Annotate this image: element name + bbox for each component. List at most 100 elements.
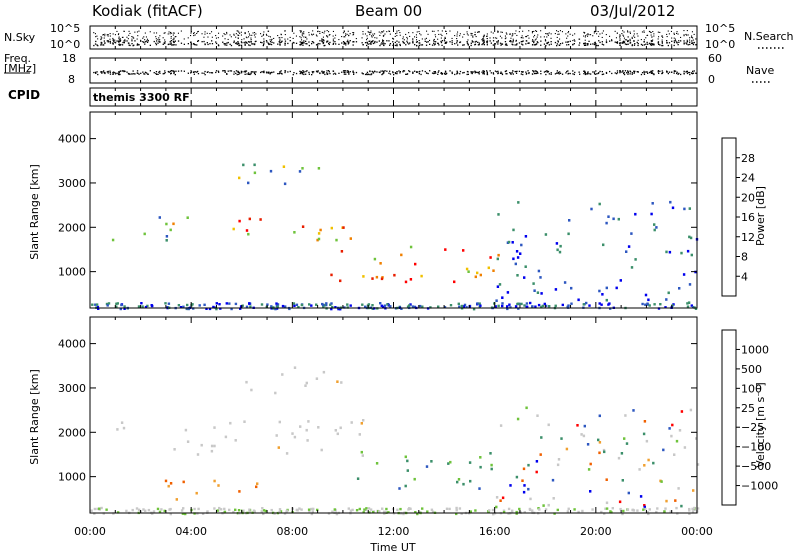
freq-point — [300, 71, 303, 73]
noise-search-point — [520, 37, 522, 39]
echo-cell — [527, 487, 530, 491]
noise-sky-point — [172, 44, 174, 46]
noise-search-point — [683, 34, 685, 36]
noise-sky-point — [506, 44, 508, 46]
freq-point — [526, 72, 528, 75]
freq-point — [207, 71, 209, 73]
freq-point — [588, 73, 590, 75]
noise-search-point — [134, 31, 136, 33]
echo-cell — [495, 505, 498, 509]
freq-point — [627, 71, 629, 73]
noise-sky-point — [215, 41, 217, 43]
near-range-cell — [663, 510, 666, 513]
noise-sky-point — [295, 42, 298, 44]
noise-search-point — [536, 36, 538, 38]
freq-point — [226, 73, 228, 75]
noise-search-point — [206, 32, 208, 34]
noise-sky-point — [347, 43, 349, 45]
noise-search-point — [418, 40, 420, 42]
near-range-cell — [96, 507, 99, 511]
freq-point — [593, 72, 596, 75]
noise-sky-point — [155, 42, 157, 44]
noise-search-point — [516, 34, 518, 36]
echo-cell — [653, 223, 656, 226]
noise-sky-point — [332, 42, 335, 44]
noise-sky-point — [158, 40, 160, 42]
near-range-cell — [330, 302, 333, 305]
freq-point — [174, 74, 176, 76]
noise-sky-point — [131, 43, 133, 45]
noise-search-point — [474, 31, 476, 33]
y-tick-label: 3000 — [58, 382, 86, 395]
near-range-cell — [239, 307, 242, 310]
near-range-cell — [686, 302, 689, 305]
noise-sky-point — [251, 43, 253, 45]
near-range-cell — [581, 509, 584, 513]
noise-sky-point — [266, 41, 268, 43]
noise-sky-point — [332, 43, 334, 45]
near-range-cell — [285, 509, 289, 512]
noise-sky-point — [483, 40, 485, 42]
echo-cell — [465, 267, 469, 271]
near-range-cell — [270, 305, 273, 308]
freq-point — [253, 72, 256, 74]
y-tick-label: 1000 — [58, 266, 86, 279]
near-range-cell — [501, 302, 504, 305]
echo-cell — [509, 484, 512, 487]
freq-point — [95, 72, 97, 74]
noise-sky-point — [609, 40, 611, 42]
freq-point — [516, 70, 518, 72]
echo-cell — [283, 182, 287, 186]
noise-sky-point — [162, 43, 164, 45]
noise-search-point — [171, 32, 173, 34]
freq-point — [543, 71, 546, 73]
freq-point — [544, 70, 547, 73]
noise-search-point — [471, 33, 473, 35]
noise-search-point — [269, 36, 271, 38]
noise-sky-point — [218, 45, 220, 47]
noise-search-point — [512, 34, 514, 36]
noise-sky-point — [598, 40, 600, 42]
freq-point — [474, 72, 476, 74]
noise-search-point — [279, 39, 281, 41]
freq-point — [114, 73, 117, 75]
noise-sky-point — [554, 41, 557, 44]
noise-search-point — [470, 32, 472, 34]
noise-sky-point — [443, 40, 446, 42]
echo-cell — [373, 257, 377, 261]
noise-sky-point — [399, 44, 401, 47]
noise-sky-point — [386, 40, 388, 42]
x-tick-label: 16:00 — [479, 525, 511, 538]
freq-point — [342, 70, 345, 72]
freq-point — [683, 70, 685, 72]
noise-search-point — [658, 36, 660, 38]
noise-search-point — [396, 32, 398, 34]
near-range-cell — [260, 510, 263, 513]
nsky-tick-bottom: 10^0 — [50, 38, 81, 51]
echo-cell — [501, 496, 505, 500]
noise-search-point — [643, 31, 645, 33]
near-range-cell — [400, 307, 403, 310]
noise-sky-point — [686, 43, 688, 45]
near-range-cell — [260, 303, 264, 306]
freq-point — [260, 71, 262, 74]
noise-sky-point — [510, 41, 512, 43]
noise-sky-point — [671, 40, 673, 42]
nsearch-tick-top: 10^5 — [705, 22, 736, 35]
noise-sky-point — [670, 44, 673, 46]
freq-point — [636, 71, 638, 73]
noise-sky-point — [311, 41, 313, 43]
noise-search-point — [109, 33, 111, 35]
noise-search-point — [687, 34, 689, 36]
echo-cell — [506, 291, 510, 294]
noise-sky-point — [293, 42, 295, 44]
near-range-cell — [228, 302, 231, 305]
noise-sky-point — [486, 42, 488, 44]
freq-point — [561, 73, 564, 75]
colorbar-frame — [721, 329, 737, 506]
noise-sky-point — [173, 44, 175, 46]
noise-search-point — [170, 31, 172, 33]
noise-sky-point — [693, 41, 695, 44]
noise-sky-point — [624, 43, 627, 45]
freq-point — [247, 72, 250, 74]
